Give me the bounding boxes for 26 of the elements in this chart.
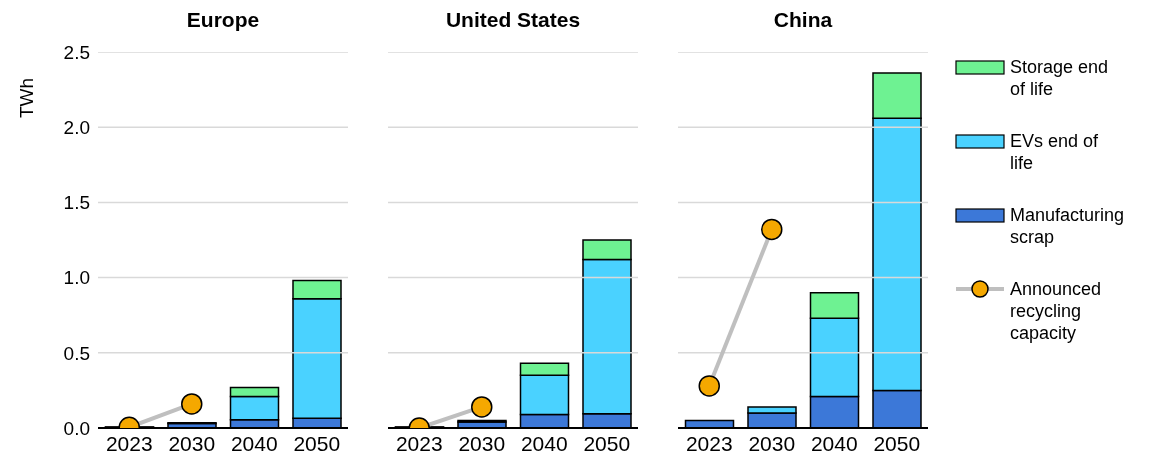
y-axis-title: TWh: [16, 77, 37, 118]
y-tick-label: 0.5: [63, 342, 90, 364]
x-tick-label: 2023: [105, 431, 153, 455]
x-tick-label: 2030: [748, 431, 796, 455]
y-tick-label: 0.0: [63, 417, 90, 439]
x-tick-label: 2050: [293, 431, 341, 455]
x-tick-label: 2023: [395, 431, 443, 455]
x-tick-label: 2040: [810, 431, 858, 455]
chart-title: United States: [444, 8, 582, 32]
x-tick-label: 2030: [168, 431, 216, 455]
legend-label: Manufacturing scrap: [1010, 204, 1125, 248]
legend-label: EVs end of life: [1010, 130, 1100, 174]
x-tick-label: 2050: [583, 431, 631, 455]
x-tick-label: 2050: [873, 431, 921, 455]
legend-label: Storage end of life: [1010, 56, 1110, 100]
y-tick-label: 1.5: [63, 192, 90, 214]
y-tick-label: 2.5: [63, 41, 90, 63]
legend-label: Announced recycling capacity: [1010, 278, 1103, 344]
x-tick-label: 2040: [230, 431, 278, 455]
y-tick-label: 2.0: [63, 116, 90, 138]
chart-title: Europe: [185, 8, 261, 32]
y-tick-label: 1.0: [63, 267, 90, 289]
chart-title: China: [772, 8, 834, 32]
x-tick-label: 2030: [458, 431, 506, 455]
x-tick-label: 2040: [520, 431, 568, 455]
x-tick-label: 2023: [685, 431, 733, 455]
